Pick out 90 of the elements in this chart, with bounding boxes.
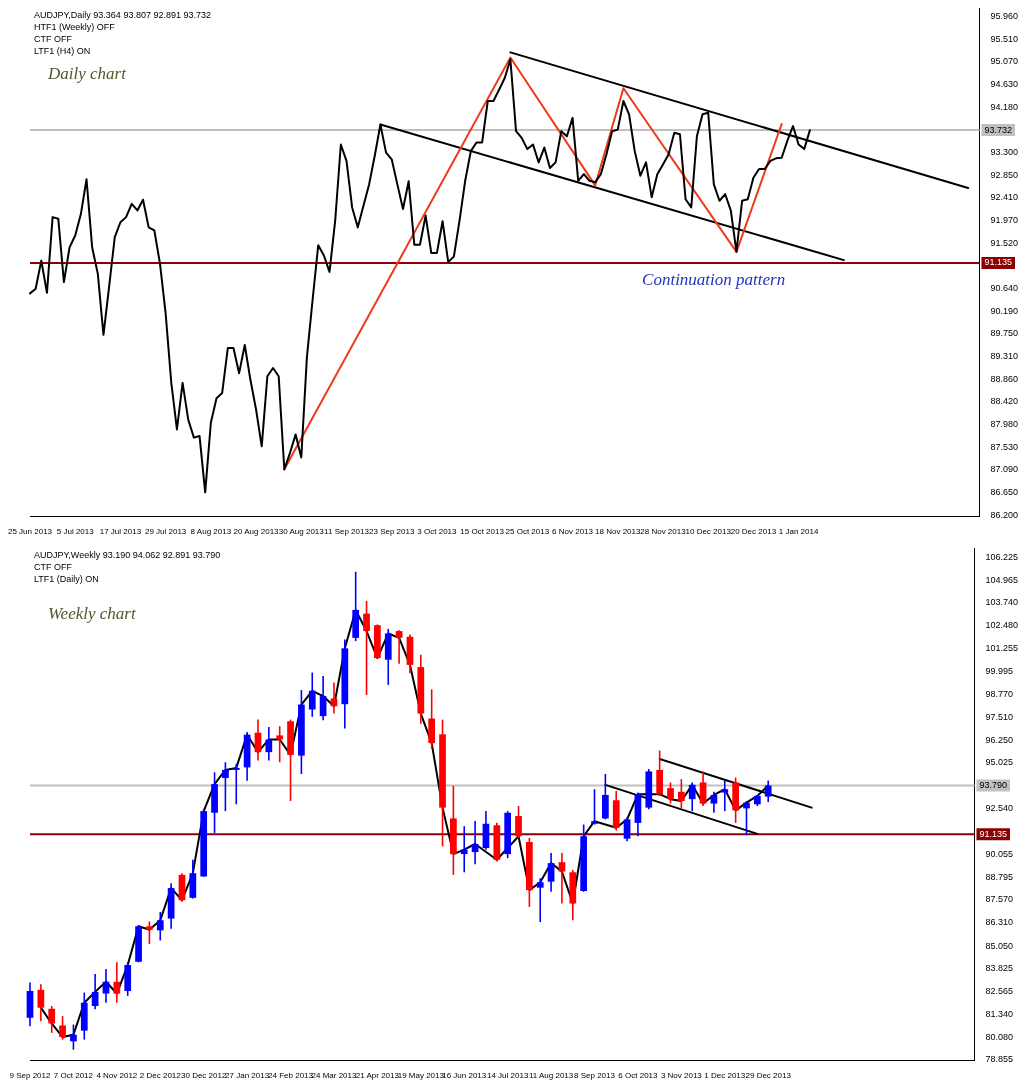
y-tick-label: 91.520 [990,237,1018,248]
x-tick-label: 1 Jan 2014 [778,527,819,537]
y-tick-label: 98.770 [985,688,1013,699]
x-tick-label: 20 Dec 2013 [730,527,777,537]
x-tick-label: 21 Apr 2013 [355,1071,400,1081]
y-tick-label: 94.180 [990,101,1018,112]
x-tick-label: 16 Jun 2013 [442,1071,487,1081]
x-tick-label: 27 Jan 2013 [225,1071,270,1081]
y-tick-label: 99.995 [985,666,1013,677]
x-tick-label: 29 Dec 2013 [745,1071,792,1081]
x-tick-label: 15 Oct 2013 [460,527,505,537]
y-tick-label: 93.300 [990,146,1018,157]
y-tick-label: 95.025 [985,757,1013,768]
annotation: CTF OFF [34,562,73,573]
y-tick-label: 101.255 [985,642,1019,653]
x-tick-label: 29 Jul 2013 [144,527,187,537]
text: Weekly chart [48,604,137,624]
x-tick-label: 2 Dec 2012 [139,1071,182,1081]
x-tick-label: 4 Nov 2012 [96,1071,138,1081]
x-tick-label: 28 Nov 2013 [640,527,687,537]
x-tick-label: 3 Nov 2013 [660,1071,703,1081]
ref-line-label: 91.135 [984,257,1012,268]
x-tick-label: 10 Dec 2013 [685,527,732,537]
x-tick-label: 9 Sep 2012 [9,1071,52,1081]
y-tick-label: 85.050 [985,940,1013,951]
y-tick-label: 88.420 [990,396,1018,407]
y-tick-label: 86.310 [985,917,1013,928]
y-tick-label: 106.225 [985,551,1019,562]
annotation: HTF1 (Weekly) OFF [34,22,116,33]
x-tick-label: 6 Nov 2013 [552,527,594,537]
y-tick-label: 90.640 [990,282,1018,293]
x-tick-label: 5 Jul 2013 [56,527,95,537]
ref-line-label: 93.732 [984,124,1012,135]
x-tick-label: 7 Oct 2012 [53,1071,94,1081]
x-tick-label: 6 Oct 2013 [618,1071,659,1081]
y-tick-label: 95.510 [990,33,1018,44]
y-tick-label: 90.190 [990,305,1018,316]
y-tick-label: 78.855 [985,1054,1013,1065]
y-tick-label: 87.980 [990,418,1018,429]
ref-line-label: 93.790 [979,780,1007,791]
y-tick-label: 83.825 [985,963,1013,974]
x-tick-label: 25 Oct 2013 [505,527,550,537]
x-tick-label: 8 Sep 2013 [574,1071,616,1081]
y-tick-label: 82.565 [985,986,1013,997]
y-tick-label: 97.510 [985,711,1013,722]
y-tick-label: 86.650 [990,486,1018,497]
y-tick-label: 87.570 [985,894,1013,905]
x-tick-label: 20 Aug 2013 [233,527,280,537]
y-tick-label: 81.340 [985,1008,1013,1019]
chart-subtitle: AUDJPY,Weekly 93.190 94.062 92.891 93.790 [34,550,221,561]
x-tick-label: 11 Sep 2013 [324,527,370,537]
annotation: LTF1 (Daily) ON [34,574,99,585]
y-tick-label: 104.965 [985,574,1019,585]
text: Daily chart [47,64,128,84]
x-tick-label: 3 Oct 2013 [417,527,458,537]
annotation: Continuation pattern [642,269,786,289]
y-tick-label: 95.070 [990,56,1018,67]
y-tick-label: 92.410 [990,192,1018,203]
x-tick-label: 30 Aug 2013 [278,527,325,537]
y-tick-label: 96.250 [985,734,1013,745]
y-tick-label: 86.200 [990,509,1018,520]
x-tick-label: 30 Dec 2012 [181,1071,227,1081]
y-tick-label: 88.860 [990,373,1018,384]
annotation: LTF1 (H4) ON [34,46,91,57]
x-tick-label: 23 Sep 2013 [369,527,415,537]
y-tick-label: 94.630 [990,78,1018,89]
x-tick-label: 25 Jun 2013 [7,527,53,537]
chart-subtitle: AUDJPY,Daily 93.364 93.807 92.891 93.732 [34,10,211,21]
x-tick-label: 1 Dec 2013 [704,1071,746,1081]
x-tick-label: 8 Aug 2013 [190,527,232,537]
y-tick-label: 80.080 [985,1031,1013,1042]
y-tick-label: 88.795 [985,871,1013,882]
y-tick-label: 102.480 [985,620,1019,631]
y-tick-label: 87.530 [990,441,1018,452]
y-tick-label: 89.310 [990,350,1018,361]
y-tick-label: 92.850 [990,169,1018,180]
y-tick-label: 87.090 [990,464,1018,475]
x-tick-label: 17 Jul 2013 [99,527,142,537]
y-tick-label: 89.750 [990,328,1018,339]
y-tick-label: 103.740 [985,597,1019,608]
x-tick-label: 11 Aug 2013 [528,1071,574,1081]
y-tick-label: 95.960 [990,10,1018,21]
x-tick-label: 14 Jul 2013 [486,1071,529,1081]
x-tick-label: 18 Nov 2013 [595,527,641,537]
y-tick-label: 91.970 [990,214,1018,225]
annotation: CTF OFF [34,34,73,45]
ref-line-label: 91.135 [979,828,1007,839]
x-tick-label: 24 Mar 2013 [311,1071,357,1081]
y-tick-label: 92.540 [985,803,1013,814]
y-tick-label: 90.055 [985,848,1013,859]
